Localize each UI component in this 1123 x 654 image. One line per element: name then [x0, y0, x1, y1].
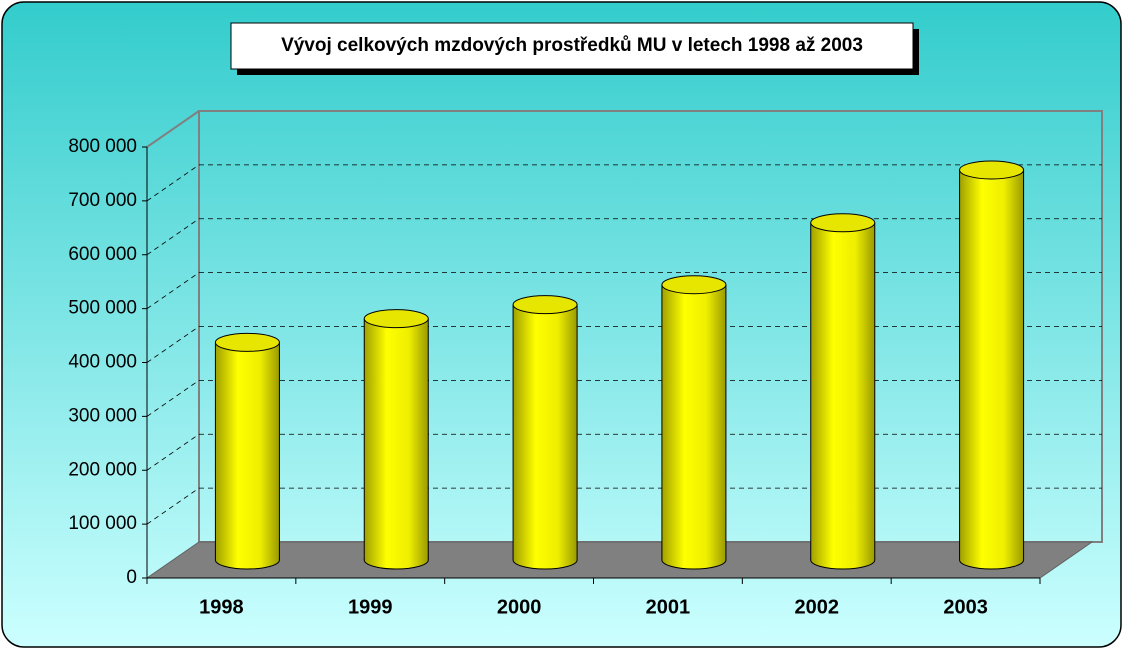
grid-line [146, 218, 200, 256]
chart-title: Vývoj celkových mzdových prostředků MU v… [281, 35, 863, 56]
grid-line [146, 272, 200, 309]
bar-top [959, 160, 1025, 180]
bar [215, 342, 280, 560]
x-tick-label: 2000 [497, 596, 542, 618]
y-tick-label: 100 000 [68, 513, 137, 534]
grid-line [146, 433, 200, 471]
x-tick-label: 2003 [943, 596, 988, 618]
grid-line [146, 164, 200, 202]
x-tick-label: 1999 [348, 596, 393, 618]
bar [364, 318, 429, 560]
y-tick-label: 500 000 [68, 298, 137, 319]
y-tick-label: 600 000 [68, 244, 137, 265]
bar-top [214, 332, 280, 352]
bar-top [512, 295, 578, 315]
bar [810, 222, 875, 560]
bar-top [661, 275, 727, 295]
bar [959, 169, 1024, 560]
bar [513, 304, 578, 560]
bar [661, 284, 726, 560]
y-tick-label: 700 000 [68, 190, 137, 211]
grid-line [146, 326, 200, 363]
grid-line [146, 380, 200, 417]
y-tick-label: 800 000 [68, 136, 137, 157]
x-tick-label: 1998 [199, 596, 244, 618]
x-tick-label: 2001 [646, 596, 691, 618]
x-tick-label: 2002 [795, 596, 840, 618]
y-tick-label: 200 000 [68, 459, 137, 480]
back-wall [198, 110, 1103, 543]
y-tick-label: 0 [126, 567, 137, 588]
y-tick-label: 400 000 [68, 352, 137, 373]
title-box [230, 22, 914, 70]
y-tick-label: 300 000 [68, 405, 137, 426]
bar-top [363, 309, 429, 329]
bar-top [810, 213, 876, 233]
left-wall-edge [146, 110, 200, 148]
floor [145, 541, 1094, 579]
grid-line [146, 487, 200, 525]
